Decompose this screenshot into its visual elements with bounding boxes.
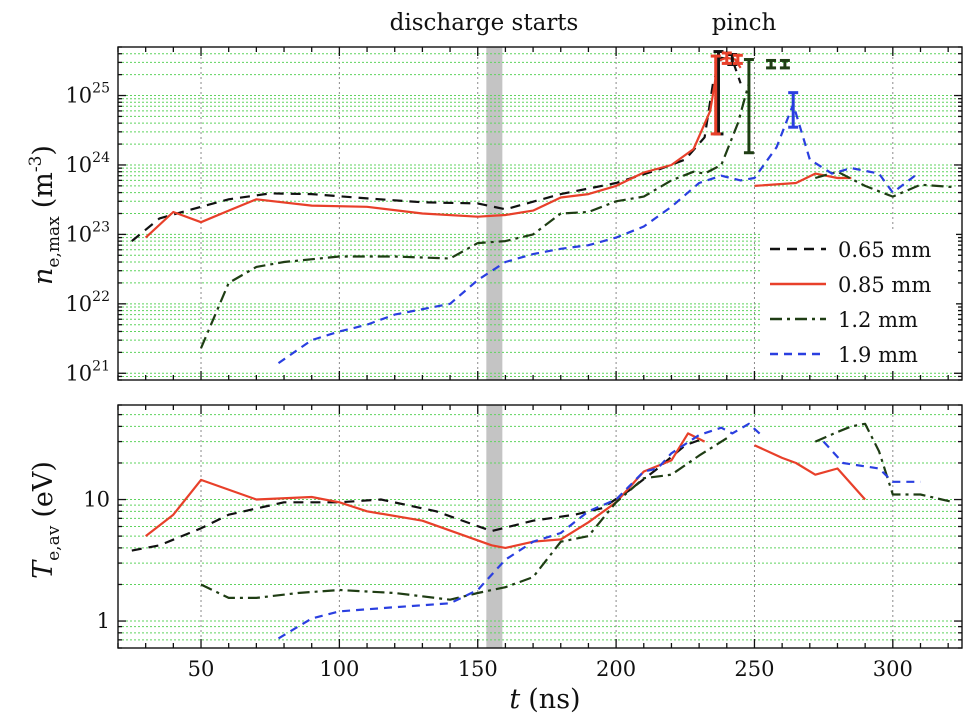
legend-label: 1.9 mm [838,343,918,367]
lower-y-label-sub: e,av [44,525,64,561]
y-tick-exp: 22 [92,289,110,305]
y-tick-label: 1024 [65,150,110,177]
y-tick-base: 10 [65,153,92,177]
series-line-0-85-mm [754,172,852,187]
x-tick-label: 300 [873,657,913,681]
x-tick-label: 250 [734,657,774,681]
y-tick-exp: 23 [92,219,110,235]
y-tick-base: 10 [65,84,92,108]
series-line-1-2-mm [814,422,954,504]
upper-y-label-sub: e,max [44,216,64,268]
series-line-0-85-mm [145,432,706,550]
x-tick-label: 50 [188,657,215,681]
series-line-1-2-mm [199,83,750,349]
lower-y-axis-label: Te,av (eV) [28,461,64,579]
grid-upper-panel [118,46,962,381]
y-tick-base: 10 [65,292,92,316]
legend-label: 0.65 mm [838,238,931,262]
y-tick-label: 10 [83,488,110,512]
series-line-0-85-mm [144,56,742,239]
x-axis-label: t (ns) [509,684,580,715]
y-tick-label: 1 [97,609,110,633]
series-line-1-9-mm [277,422,764,640]
legend-label: 0.85 mm [838,273,931,297]
y-tick-base: 1 [97,609,110,633]
panel-frame [117,404,963,649]
grid-lower-panel [118,404,962,649]
y-tick-label: 1021 [65,358,110,385]
series-line-0-65-mm [131,437,705,552]
upper-y-label-close: ) [28,145,59,156]
upper-y-label-main: n [28,268,59,285]
y-tick-base: 10 [65,222,92,246]
x-tick-label: 200 [596,657,636,681]
y-tick-exp: 21 [92,358,110,374]
lower-y-label-unit: (eV) [28,461,59,518]
series-line-1-9-mm [277,103,916,365]
pinch-annotation: pinch [712,10,777,36]
axes [117,46,963,649]
upper-y-axis-label: ne,max (m-3) [26,145,64,285]
x-tick-label: 100 [319,657,359,681]
series-upper-panel [131,50,954,365]
series-lower-panel [131,422,954,640]
y-tick-base: 10 [83,488,110,512]
x-tick-label: 150 [458,657,498,681]
panel-frame [117,46,963,381]
series-line-1-2-mm [814,170,954,198]
x-label-var: t [509,684,520,715]
legend-background [760,230,956,370]
legend-label: 1.2 mm [838,308,918,332]
series-line-0-85-mm [754,444,866,501]
y-tick-exp: 24 [92,150,110,166]
series-line-1-2-mm [200,437,728,601]
series-line-1-9-mm [822,440,921,483]
discharge-annotation: discharge starts [390,10,579,36]
legend: 0.65 mm 0.85 mm 1.2 mm 1.9 mm [760,230,956,370]
series-line-0-65-mm [131,56,742,242]
upper-y-label-unit: (m [28,172,59,208]
x-label-unit: (ns) [528,684,580,715]
y-tick-label: 1023 [65,219,110,246]
y-tick-label: 1025 [65,81,110,108]
y-tick-exp: 25 [92,81,110,97]
y-tick-base: 10 [65,361,92,385]
y-tick-label: 1022 [65,289,110,316]
upper-y-label-exp: -3 [26,156,46,173]
lower-y-label-main: T [28,559,59,579]
